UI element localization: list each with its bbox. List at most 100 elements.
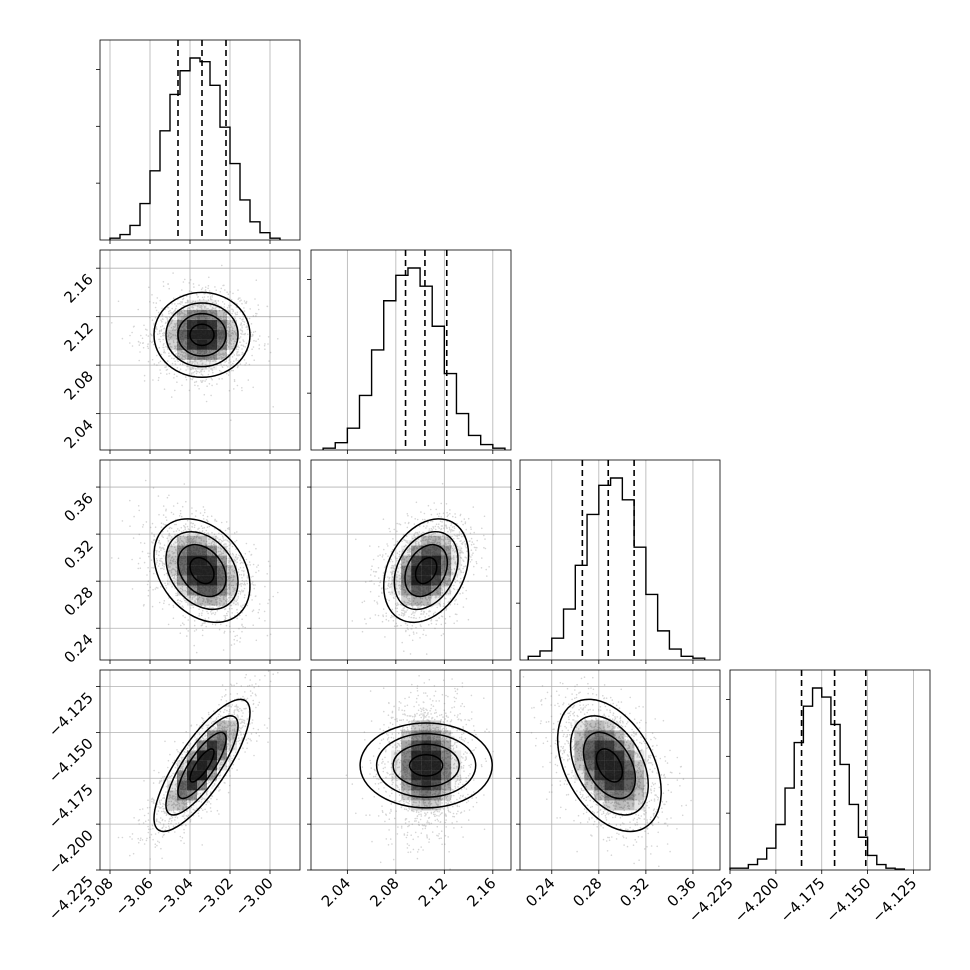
density-cell xyxy=(431,575,442,586)
density-cell xyxy=(421,790,432,801)
contour-line xyxy=(382,518,470,624)
density-cell xyxy=(167,780,177,791)
density-cell xyxy=(431,750,442,761)
panel-frame xyxy=(99,39,301,241)
density-cell xyxy=(604,760,615,771)
y-tick-label: −4.125 xyxy=(45,689,97,741)
density-cell xyxy=(197,555,207,566)
density-cell xyxy=(614,730,625,741)
density-cell xyxy=(197,349,207,360)
density-cell xyxy=(177,585,187,596)
density-cell xyxy=(411,595,422,606)
density-cell xyxy=(207,595,217,606)
contour-line xyxy=(189,323,215,347)
density-cell xyxy=(177,309,187,320)
density-cell xyxy=(441,780,452,791)
density-cell xyxy=(167,555,177,566)
density-cell xyxy=(411,535,422,546)
density-cell xyxy=(227,720,237,731)
density-cell xyxy=(217,595,227,606)
density-cell xyxy=(167,319,177,330)
y-tick-label: −4.175 xyxy=(45,780,97,832)
density-cell xyxy=(594,770,605,781)
panel-frame xyxy=(99,249,301,451)
density-cell xyxy=(421,555,432,566)
density-cell xyxy=(421,720,432,731)
density-cell xyxy=(604,770,615,781)
density-cell xyxy=(401,790,412,801)
density-cell xyxy=(441,790,452,801)
contour-line xyxy=(375,732,477,798)
density-cell xyxy=(401,740,412,751)
panel-frame xyxy=(519,459,721,661)
density-cell xyxy=(177,329,187,340)
density-cell xyxy=(227,730,237,741)
density-cell xyxy=(574,770,585,781)
density-cell xyxy=(604,750,615,761)
density-cell xyxy=(207,740,217,751)
density-cell xyxy=(217,545,227,556)
density-cell xyxy=(227,585,237,596)
contour-line xyxy=(189,556,215,585)
density-cell xyxy=(401,770,412,781)
density-cell xyxy=(207,565,217,576)
contour-line xyxy=(404,543,449,598)
density-cell xyxy=(177,339,187,350)
density-cell xyxy=(401,760,412,771)
y-tick-label: 2.12 xyxy=(60,319,96,355)
density-cell xyxy=(574,740,585,751)
x-tick-label: −3.00 xyxy=(232,874,277,919)
contour-line xyxy=(153,518,251,624)
panel-frame xyxy=(310,459,512,661)
density-cell xyxy=(411,730,422,741)
density-cell xyxy=(594,790,605,801)
y-tick-label: 2.08 xyxy=(60,367,96,403)
density-cell xyxy=(594,740,605,751)
scatter-panel: −3.08−3.06−3.04−3.02−3.00−4.225−4.200−4.… xyxy=(45,669,301,924)
contour-line xyxy=(153,698,251,833)
density-cell xyxy=(421,730,432,741)
density-area xyxy=(345,482,494,655)
density-cell xyxy=(177,319,187,330)
density-cell xyxy=(177,555,187,566)
density-cell xyxy=(604,800,615,811)
density-cell xyxy=(411,545,422,556)
density-cell xyxy=(217,565,227,576)
density-cell xyxy=(431,595,442,606)
density-cell xyxy=(614,790,625,801)
density-cell xyxy=(594,780,605,791)
contour-line xyxy=(408,754,444,777)
density-cell xyxy=(217,720,227,731)
density-cell xyxy=(167,800,177,811)
density-cell xyxy=(197,565,207,576)
histogram-step xyxy=(322,267,506,450)
x-tick-label: 2.16 xyxy=(463,874,499,910)
density-cell xyxy=(167,339,177,350)
density-cell xyxy=(217,555,227,566)
density-cell xyxy=(207,339,217,350)
density-cell xyxy=(411,720,422,731)
density-cell xyxy=(207,535,217,546)
density-cell xyxy=(441,760,452,771)
density-cell xyxy=(421,800,432,811)
x-tick-label: 0.24 xyxy=(522,874,558,910)
density-cell xyxy=(431,545,442,556)
histogram-panel xyxy=(96,39,301,244)
density-cell xyxy=(441,770,452,781)
density-cell xyxy=(197,309,207,320)
density-cell xyxy=(604,720,615,731)
density-cell xyxy=(217,760,227,771)
density-cell xyxy=(207,585,217,596)
density-cell xyxy=(207,730,217,741)
density-cell xyxy=(421,535,432,546)
density-cell xyxy=(584,780,595,791)
density-cell xyxy=(441,740,452,751)
density-cell xyxy=(187,790,197,801)
panel-frame xyxy=(729,669,931,871)
density-cell xyxy=(634,770,645,781)
x-tick-label: −4.150 xyxy=(822,874,874,926)
panel-frame xyxy=(99,669,301,871)
density-cell xyxy=(401,555,412,566)
density-cell xyxy=(197,535,207,546)
x-tick-label: −4.200 xyxy=(731,874,783,926)
